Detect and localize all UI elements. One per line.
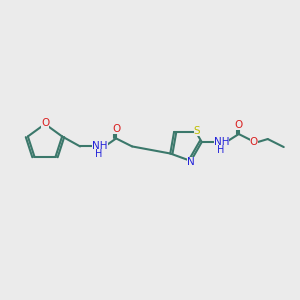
- Text: H: H: [95, 149, 103, 159]
- Text: O: O: [112, 124, 120, 134]
- Text: H: H: [217, 145, 224, 155]
- Text: O: O: [235, 120, 243, 130]
- Text: N: N: [187, 157, 195, 167]
- Text: O: O: [250, 137, 258, 147]
- Text: S: S: [194, 126, 200, 136]
- Text: NH: NH: [214, 137, 230, 147]
- Text: O: O: [41, 118, 49, 128]
- Text: NH: NH: [92, 141, 108, 152]
